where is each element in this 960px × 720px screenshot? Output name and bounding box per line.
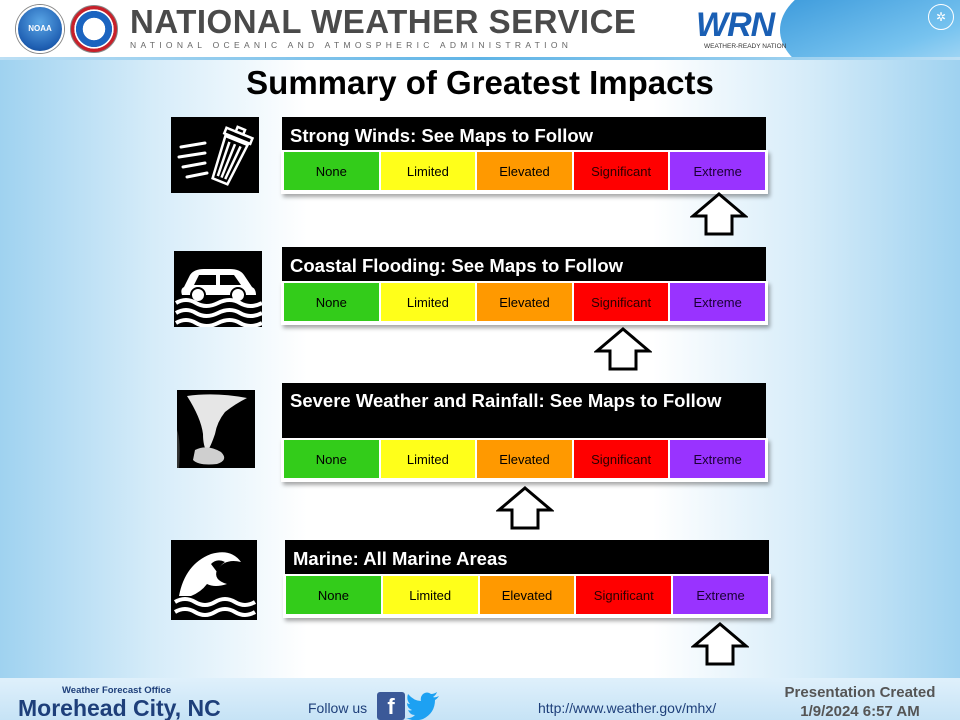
- impact-scale-marine: None Limited Elevated Significant Extrem…: [283, 574, 771, 618]
- wind-trash-can-icon: [171, 117, 259, 193]
- level-limited: Limited: [382, 576, 478, 614]
- arrow-up-icon: [594, 327, 652, 371]
- slide-title: Summary of Greatest Impacts: [246, 64, 714, 101]
- office-label: Weather Forecast Office: [62, 685, 172, 696]
- commerce-seal-icon: ✲: [928, 4, 954, 30]
- arrow-up-icon: [496, 486, 554, 530]
- follow-us-label: Follow us: [308, 700, 368, 716]
- header-banner: NOAA NATIONAL WEATHER SERVICE NATIONAL O…: [0, 0, 960, 58]
- footer-bar: Weather Forecast Office Morehead City, N…: [0, 678, 960, 720]
- header-title: NATIONAL WEATHER SERVICE: [130, 3, 637, 40]
- impact-scale-severe-weather: None Limited Elevated Significant Extrem…: [281, 438, 768, 482]
- impact-scale-coastal-flooding: None Limited Elevated Significant Extrem…: [281, 281, 768, 325]
- presentation-created-label: Presentation Created: [784, 684, 936, 701]
- office-city: Morehead City, NC: [18, 695, 221, 720]
- noaa-logo: NOAA: [16, 5, 64, 53]
- level-significant: Significant: [576, 576, 672, 614]
- wrn-logo-text: WRN: [696, 6, 775, 44]
- arrow-up-icon: [690, 192, 748, 236]
- level-limited: Limited: [380, 283, 476, 321]
- header-subtitle: NATIONAL OCEANIC AND ATMOSPHERIC ADMINIS…: [130, 40, 573, 50]
- level-elevated: Elevated: [477, 283, 572, 321]
- level-none: None: [286, 576, 381, 614]
- presentation-date: 1/9/2024 6:57 AM: [800, 703, 920, 720]
- level-limited: Limited: [380, 152, 476, 190]
- waves-icon: [171, 540, 257, 620]
- arrow-up-icon: [691, 622, 749, 666]
- nws-logo: [70, 5, 118, 53]
- flooded-car-icon: [174, 251, 262, 327]
- impact-scale-strong-winds: None Limited Elevated Significant Extrem…: [281, 150, 768, 194]
- tornado-icon: [177, 390, 255, 468]
- level-significant: Significant: [573, 440, 669, 478]
- twitter-icon[interactable]: [406, 692, 440, 720]
- impact-title-coastal-flooding: Coastal Flooding: See Maps to Follow: [282, 247, 766, 282]
- impact-title-strong-winds: Strong Winds: See Maps to Follow: [282, 117, 766, 152]
- wrn-logo-subtext: WEATHER-READY NATION: [704, 43, 787, 50]
- level-none: None: [284, 152, 379, 190]
- level-extreme: Extreme: [670, 152, 765, 190]
- website-link[interactable]: http://www.weather.gov/mhx/: [538, 700, 717, 716]
- noaa-logo-text: NOAA: [28, 24, 52, 33]
- level-extreme: Extreme: [673, 576, 768, 614]
- level-extreme: Extreme: [670, 440, 765, 478]
- wrn-logo: WRN WEATHER-READY NATION: [696, 6, 808, 54]
- level-none: None: [284, 440, 379, 478]
- level-significant: Significant: [573, 283, 669, 321]
- facebook-icon[interactable]: f: [377, 692, 405, 720]
- level-limited: Limited: [380, 440, 476, 478]
- impact-title-severe-weather: Severe Weather and Rainfall: See Maps to…: [282, 383, 766, 439]
- header-divider: [0, 57, 960, 60]
- level-significant: Significant: [573, 152, 669, 190]
- level-extreme: Extreme: [670, 283, 765, 321]
- level-none: None: [284, 283, 379, 321]
- level-elevated: Elevated: [477, 440, 572, 478]
- level-elevated: Elevated: [479, 576, 575, 614]
- impact-title-marine: Marine: All Marine Areas: [285, 540, 769, 574]
- level-elevated: Elevated: [477, 152, 572, 190]
